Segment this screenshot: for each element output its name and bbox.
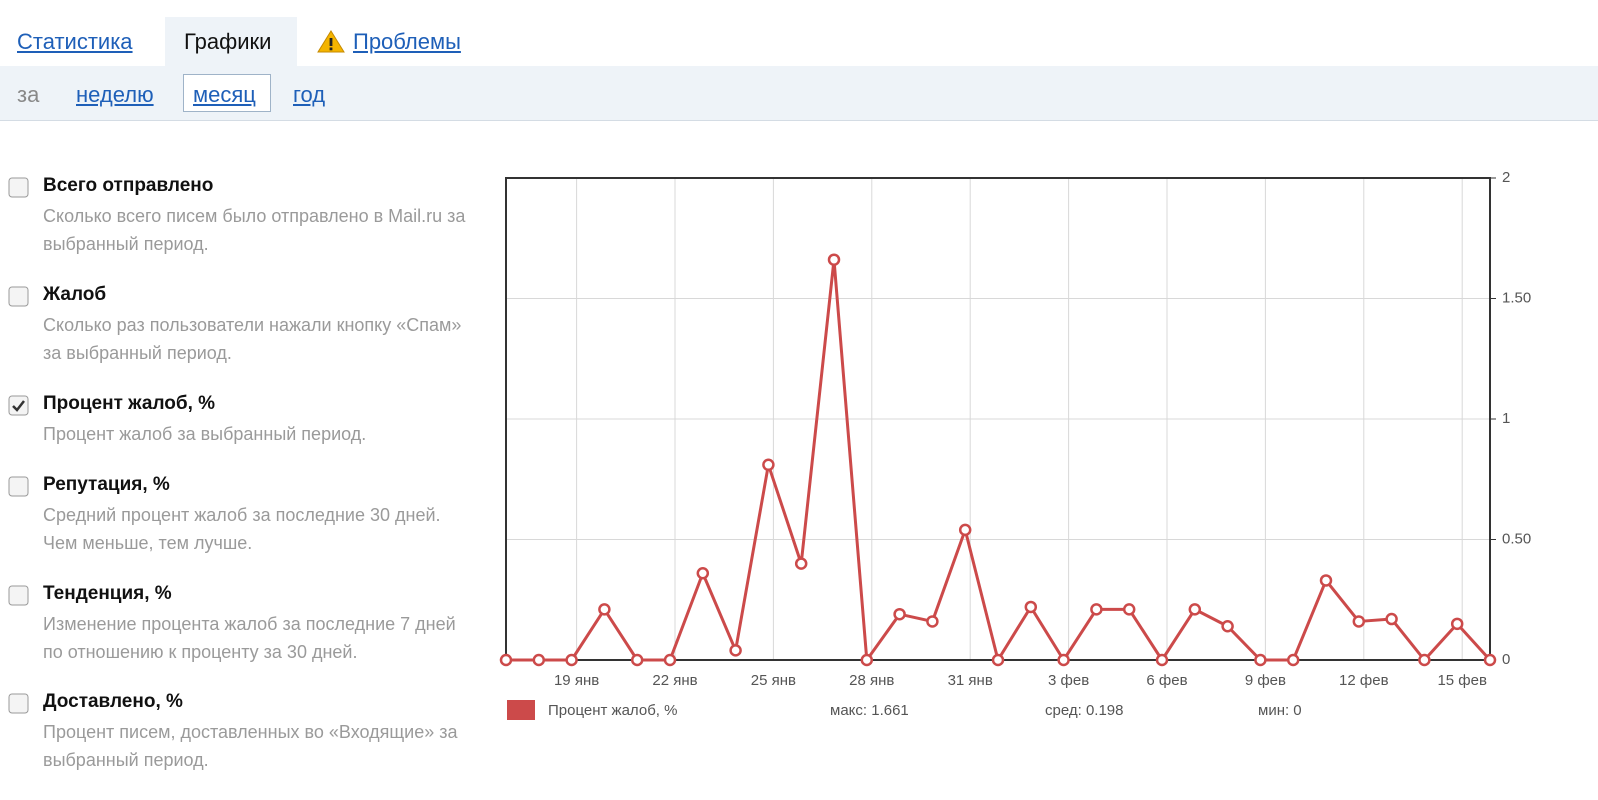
period-option[interactable]: неделю [76,82,154,107]
y-tick-label: 1.50 [1502,289,1531,306]
x-tick-label: 15 фев [1437,672,1487,689]
x-tick-label: 31 янв [948,672,993,689]
x-tick-label: 19 янв [554,672,599,689]
metric-title: Тенденция, % [43,583,172,604]
tab-bar: Статистика Графики Проблемы [0,0,1598,66]
checkbox[interactable] [8,177,30,199]
point [926,615,939,628]
x-tick-label: 25 янв [751,672,796,689]
point [598,603,611,616]
y-tick-label: 1 [1502,410,1510,427]
checkbox[interactable] [8,286,30,308]
point [1221,620,1234,633]
checkbox[interactable] [8,693,30,715]
point [729,644,742,657]
point [991,653,1005,667]
metric-title: Всего отправлено [43,175,214,196]
point [1024,600,1038,614]
point [663,653,677,667]
period-bar: за неделю месяц год [0,66,1598,121]
x-tick-label: 3 фев [1048,672,1089,689]
point [1418,653,1431,667]
point [1385,612,1398,626]
metric-description: Процент писем, доставленных во «Входящие… [43,722,458,770]
point [1090,603,1103,616]
metric-title: Доставлено, % [43,691,183,712]
point [499,653,513,667]
point [893,607,906,621]
metric-description: Сколько раз пользователи нажали кнопку «… [43,315,462,363]
tab[interactable]: Статистика [17,29,133,54]
legend-label: Процент жалоб, % [548,702,677,719]
point [794,557,808,570]
active-tab [165,17,297,66]
point [762,458,775,472]
stat-label: макс: 1.661 [830,702,909,719]
legend-swatch [507,700,535,720]
selected-period-box [183,74,271,112]
metric-title: Жалоб [43,284,107,305]
point [1057,653,1070,667]
tab[interactable]: Графики [184,29,272,54]
warning-icon [317,30,345,53]
y-tick-label: 2 [1502,169,1510,186]
point [958,523,972,537]
point [1319,574,1333,587]
point [1286,653,1300,667]
point [565,653,578,667]
metric-description: Изменение процента жалоб за последние 7 … [43,614,456,662]
checkbox[interactable] [8,476,30,498]
point [1254,653,1267,667]
point [1450,617,1464,631]
point [1122,603,1136,616]
stat-label: сред: 0.198 [1045,702,1123,719]
metric-title: Процент жалоб, % [43,393,216,414]
x-tick-label: 6 фев [1146,672,1187,689]
period-label: за [17,82,40,107]
point [860,653,874,667]
y-tick-label: 0.50 [1502,530,1531,547]
x-tick-label: 28 янв [849,672,894,689]
point [1188,603,1202,616]
metric-description: Процент жалоб за выбранный период. [43,424,367,444]
period-option[interactable]: месяц [193,82,256,107]
point [1155,653,1169,667]
point [1352,615,1366,628]
x-tick-label: 9 фев [1245,672,1286,689]
point [827,253,841,266]
point [696,566,710,580]
point [532,653,546,667]
metric-description: Сколько всего писем было отправлено в Ma… [43,206,466,254]
stat-label: мин: 0 [1258,702,1302,719]
line [506,258,1492,662]
metric-description: Средний процент жалоб за последние 30 дн… [43,505,441,553]
metric-title: Репутация, % [43,474,170,495]
checkbox[interactable] [8,585,30,607]
tab[interactable]: Проблемы [353,29,461,54]
checkbox[interactable] [8,395,30,417]
x-tick-label: 22 янв [652,672,697,689]
x-tick-label: 12 фев [1339,672,1389,689]
period-option[interactable]: год [293,82,326,107]
y-tick-label: 0 [1502,651,1510,668]
chart: 0 0.50 1 1.50 2 19 янв 22 янв 25 янв 28 янв 31 ян… [499,169,1531,720]
point [630,653,644,667]
point [1483,653,1497,667]
